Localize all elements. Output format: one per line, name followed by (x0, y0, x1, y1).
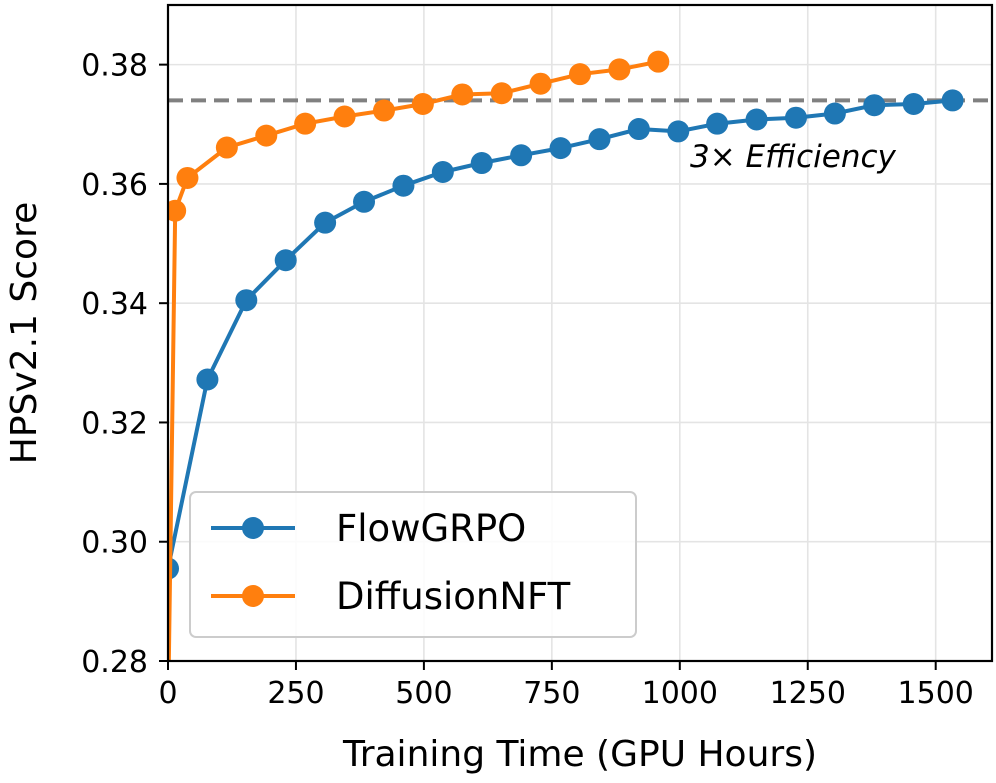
data-point-flowgrpo (667, 120, 690, 143)
data-point-diffusionnft (255, 124, 278, 147)
series-layer (157, 50, 964, 732)
data-point-flowgrpo (353, 190, 376, 213)
data-point-flowgrpo (863, 94, 886, 117)
legend-marker-diffusionnft (242, 585, 264, 607)
data-point-flowgrpo (902, 92, 925, 115)
data-point-diffusionnft (294, 112, 317, 135)
data-point-flowgrpo (941, 89, 964, 112)
data-point-diffusionnft (176, 166, 199, 189)
annotation-label: 3× Efficiency (690, 139, 897, 175)
data-point-flowgrpo (549, 137, 572, 160)
data-point-flowgrpo (706, 112, 729, 135)
legend-marker-flowgrpo (242, 517, 264, 539)
data-point-flowgrpo (274, 249, 297, 272)
x-tick-label: 500 (395, 676, 452, 711)
data-point-diffusionnft (333, 105, 356, 128)
x-tick-label: 750 (523, 676, 580, 711)
y-tick-label: 0.30 (81, 526, 148, 561)
data-point-flowgrpo (470, 152, 493, 175)
data-point-diffusionnft (157, 710, 179, 732)
data-point-flowgrpo (823, 102, 846, 125)
data-point-diffusionnft (529, 72, 552, 95)
y-tick-label: 0.36 (81, 168, 148, 203)
data-point-diffusionnft (608, 58, 631, 81)
x-tick-label: 250 (267, 676, 324, 711)
data-point-diffusionnft (372, 99, 395, 122)
data-point-flowgrpo (510, 144, 533, 167)
data-point-diffusionnft (569, 63, 591, 86)
data-point-flowgrpo (627, 118, 650, 141)
y-axis-title: HPSv2.1 Score (4, 202, 45, 464)
tick-layer: 0 250 500 750 1000 1250 1500 0.28 0.30 0.32 0.34 0.… (81, 49, 974, 711)
legend: FlowGRPO DiffusionNFT (189, 491, 637, 638)
x-tick-label: 0 (158, 676, 177, 711)
y-tick-label: 0.38 (81, 49, 148, 84)
x-tick-label: 1500 (898, 676, 974, 711)
data-point-flowgrpo (196, 368, 219, 391)
data-point-diffusionnft (215, 136, 238, 159)
data-point-diffusionnft (647, 50, 670, 73)
legend-label-diffusionnft: DiffusionNFT (336, 575, 571, 618)
y-tick-label: 0.32 (81, 406, 148, 441)
data-point-flowgrpo (784, 106, 807, 129)
data-point-flowgrpo (235, 289, 258, 312)
data-point-diffusionnft (411, 92, 434, 115)
data-point-flowgrpo (314, 211, 337, 234)
data-point-diffusionnft (451, 83, 474, 106)
data-point-flowgrpo (588, 128, 611, 151)
data-point-diffusionnft (168, 199, 187, 222)
x-tick-label: 1000 (642, 676, 718, 711)
y-tick-label: 0.28 (81, 645, 148, 680)
legend-label-flowgrpo: FlowGRPO (336, 507, 526, 550)
data-point-flowgrpo (392, 174, 415, 197)
x-tick-label: 1250 (770, 676, 846, 711)
data-point-flowgrpo (745, 108, 768, 131)
y-tick-label: 0.34 (81, 287, 148, 322)
plot-frame (166, 3, 994, 663)
data-point-diffusionnft (490, 82, 513, 105)
x-axis-title: Training Time (GPU Hours) (342, 734, 817, 775)
data-point-flowgrpo (431, 160, 454, 183)
legend-frame (189, 491, 637, 638)
